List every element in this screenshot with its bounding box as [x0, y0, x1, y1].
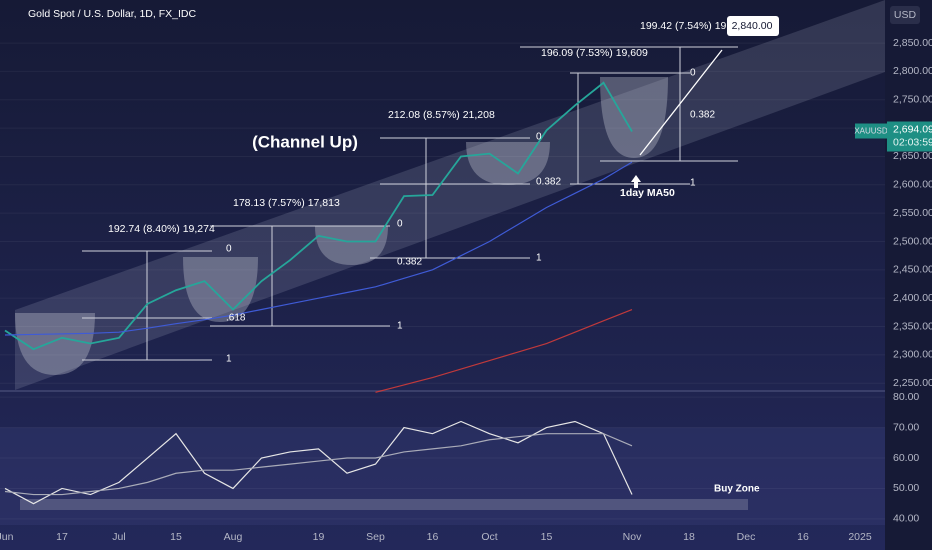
y-tick-label: 50.00	[893, 482, 919, 494]
annotation: (Channel Up)	[252, 132, 358, 151]
price-axis	[885, 0, 932, 550]
x-tick-label: Nov	[623, 531, 642, 543]
target-box	[727, 16, 779, 36]
fib-label: 1	[397, 321, 403, 332]
fib-label: 0.382	[397, 257, 422, 268]
y-tick-label: 2,250.00	[893, 377, 932, 389]
fib-label: 0	[226, 244, 232, 255]
annotation: 199.42 (7.54%) 19,942	[640, 20, 747, 32]
annotation: 192.74 (8.40%) 19,274	[108, 223, 215, 235]
rsi-band	[0, 427, 885, 525]
x-tick-label: 15	[541, 531, 553, 543]
y-tick-label: 2,850.00	[893, 37, 932, 49]
y-tick-label: 80.00	[893, 391, 919, 403]
x-tick-label: Oct	[481, 531, 497, 543]
x-tick-label: 15	[170, 531, 182, 543]
fib-label: 1	[690, 178, 696, 189]
x-tick-label: 18	[683, 531, 695, 543]
annotation: 1day MA50	[620, 187, 675, 199]
y-tick-label: 2,600.00	[893, 179, 932, 191]
series-line	[4, 81, 633, 351]
x-tick-label: Sep	[366, 531, 385, 543]
series-line	[4, 420, 633, 505]
y-tick-label: 2,550.00	[893, 207, 932, 219]
x-tick-label: 2025	[848, 531, 872, 543]
currency-box	[890, 6, 920, 24]
y-tick-label: 70.00	[893, 421, 919, 433]
annotation: Buy Zone	[714, 484, 760, 495]
y-tick-label: 60.00	[893, 452, 919, 464]
y-tick-label: 2,450.00	[893, 264, 932, 276]
y-tick-label: 2,750.00	[893, 94, 932, 106]
x-tick-label: Aug	[224, 531, 243, 543]
y-tick-label: 2,400.00	[893, 292, 932, 304]
cup	[600, 77, 668, 158]
currency: USD	[894, 9, 917, 21]
x-tick-label: 16	[797, 531, 809, 543]
fib-label: 0	[690, 68, 696, 79]
price-tag	[887, 121, 932, 152]
cup	[15, 313, 95, 375]
countdown: 02:03:59	[893, 136, 932, 148]
cup	[315, 226, 388, 265]
x-tick-label: 16	[427, 531, 439, 543]
x-tick-label: Jul	[112, 531, 125, 543]
fib-lines	[82, 46, 738, 361]
fib-label: 0	[536, 132, 542, 143]
annotation: 178.13 (7.57%) 17,813	[233, 197, 340, 209]
y-tick-label: 2,350.00	[893, 320, 932, 332]
symbol: XAUUSD	[854, 127, 888, 136]
y-tick-label: 2,300.00	[893, 349, 932, 361]
x-tick-label: 17	[56, 531, 68, 543]
series-line	[4, 161, 633, 336]
y-tick-label: 2,650.00	[893, 150, 932, 162]
x-tick-label: Dec	[737, 531, 756, 543]
fib-label: 0.382	[690, 110, 715, 121]
channel-band	[15, 0, 885, 390]
cup	[466, 142, 550, 185]
last-price: 2,694.09	[893, 123, 932, 135]
fib-label: 1	[226, 354, 232, 365]
y-tick-label: 40.00	[893, 513, 919, 525]
buy-zone	[20, 499, 748, 510]
fib-label: 0	[397, 219, 403, 230]
cup	[183, 257, 258, 322]
y-tick-label: 2,500.00	[893, 235, 932, 247]
series-line	[375, 308, 633, 393]
chart-title: Gold Spot / U.S. Dollar, 1D, FX_IDC	[28, 8, 196, 20]
annotation: 196.09 (7.53%) 19,609	[541, 47, 648, 59]
x-tick-label: 19	[313, 531, 325, 543]
annotation: 2,840.00	[732, 20, 773, 32]
y-tick-label: 2,800.00	[893, 65, 932, 77]
annotation: 212.08 (8.57%) 21,208	[388, 109, 495, 121]
fib-label: .618	[226, 313, 246, 324]
series-line	[4, 433, 633, 496]
fib-label: 0.382	[536, 177, 561, 188]
symbol-tag	[855, 123, 887, 139]
x-tick-label: Jun	[0, 531, 14, 543]
fib-label: 1	[536, 253, 542, 264]
